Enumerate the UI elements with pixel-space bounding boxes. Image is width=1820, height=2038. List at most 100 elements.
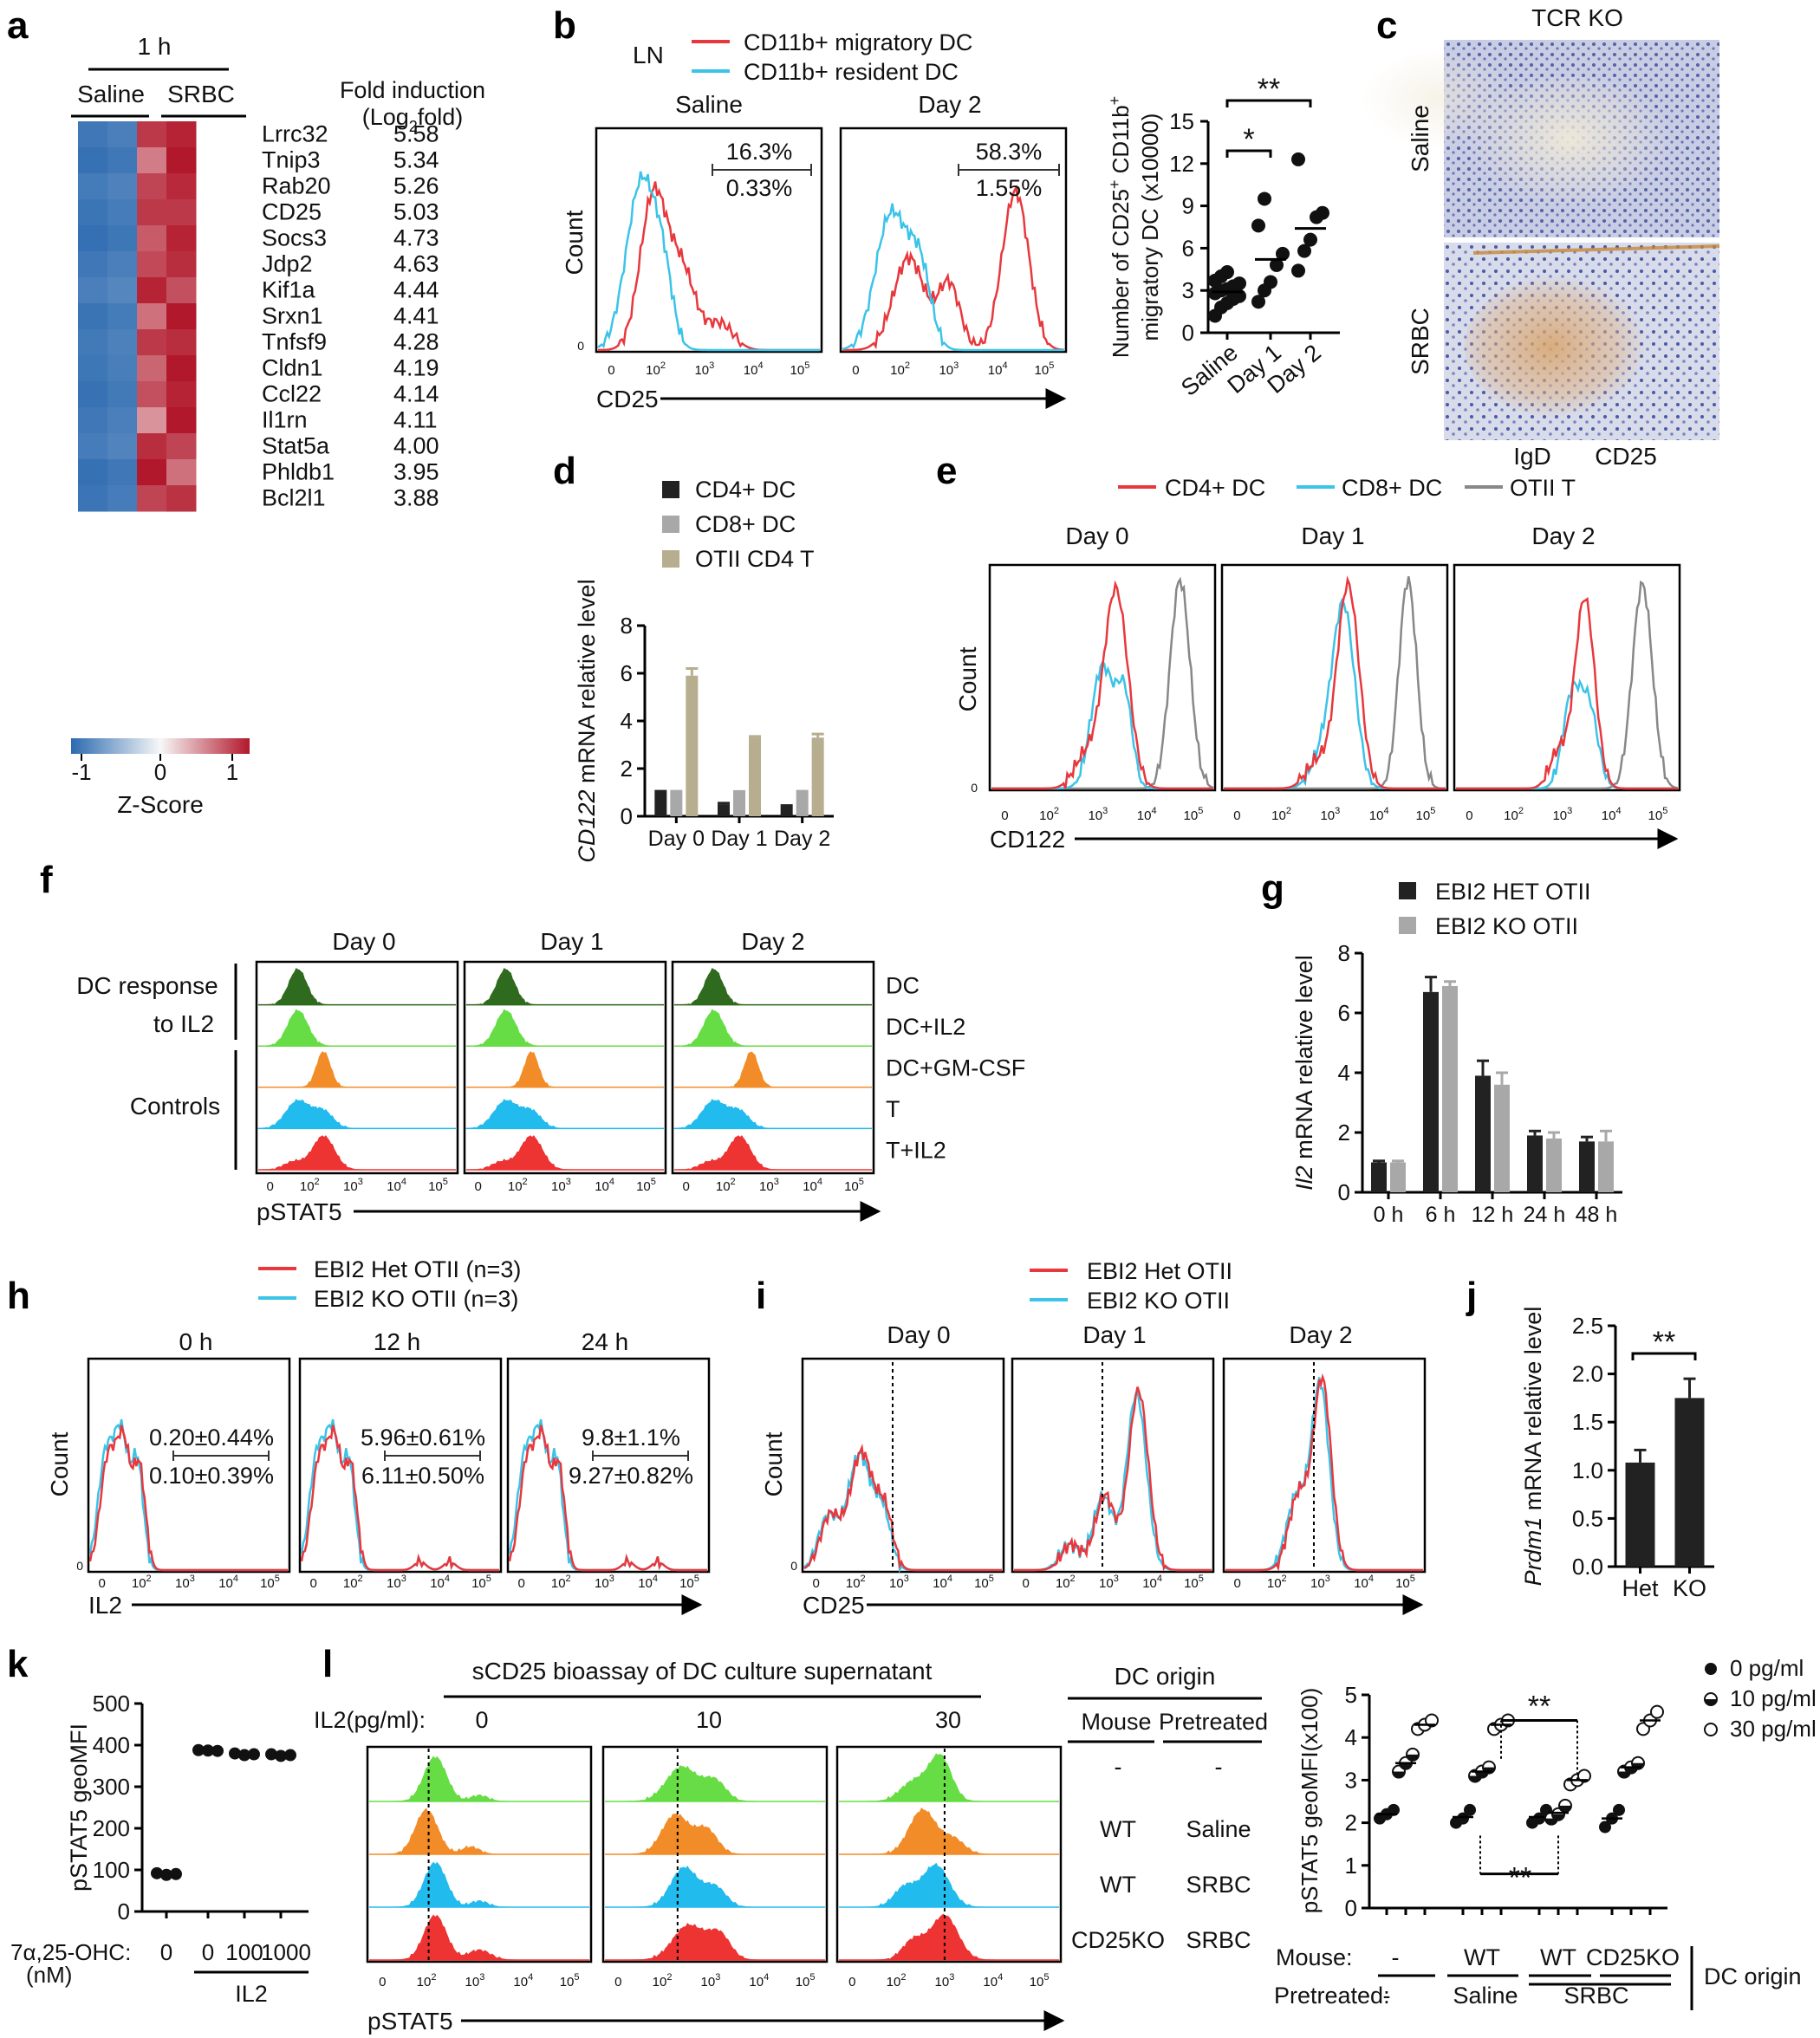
panel-g-legend-1: EBI2 KO OTII bbox=[1435, 913, 1578, 939]
heatmap-cell bbox=[137, 303, 167, 330]
heatmap-cell bbox=[137, 407, 167, 434]
heatmap-gene-label: Stat5a bbox=[262, 433, 330, 459]
l-point-0pg bbox=[1533, 1812, 1545, 1825]
heatmap-cell bbox=[137, 173, 167, 200]
heatmap-cell bbox=[107, 485, 138, 512]
k-y-tick-label: 500 bbox=[93, 1691, 130, 1717]
log-tick-label: 104 bbox=[638, 1574, 658, 1591]
bar-category-label: 24 h bbox=[1524, 1203, 1566, 1227]
panel-l-il2-label: IL2(pg/ml): bbox=[314, 1707, 426, 1733]
scatter-point bbox=[1291, 152, 1305, 166]
heatmap-cell bbox=[78, 199, 108, 226]
bar bbox=[811, 737, 824, 816]
l-pretreated-group: SRBC bbox=[1563, 1983, 1628, 2009]
l-ylabel: pSTAT5 geoMFI(x100) bbox=[1297, 1688, 1323, 1914]
panel-f-group1-line1: DC response bbox=[76, 972, 218, 999]
log-tick-label: 103 bbox=[701, 1972, 721, 1989]
scatter-point bbox=[1316, 205, 1329, 220]
heatmap-gene-label: Tnfsf9 bbox=[262, 329, 327, 355]
l-point-10pg-fill bbox=[1625, 1767, 1637, 1774]
log-tick-label: 0 bbox=[1001, 808, 1008, 823]
panel-h-title-1: 12 h bbox=[374, 1328, 421, 1355]
heatmap-cell bbox=[78, 355, 108, 382]
heatmap-cell bbox=[166, 225, 197, 252]
panel-f-title-1: Day 1 bbox=[540, 928, 603, 955]
l-point-10pg-fill bbox=[1393, 1771, 1405, 1778]
panel-h-pct-ko: 9.27±0.82% bbox=[569, 1463, 693, 1489]
hist-het bbox=[1014, 1386, 1212, 1572]
panel-h-pct-het: 9.8±1.1% bbox=[582, 1425, 680, 1451]
heatmap-gene-labels: Lrrc32 5.58 Tnip3 5.34 Rab20 5.26 CD25 5.03 Socs… bbox=[262, 121, 439, 511]
panel-d-legend-1: CD8+ DC bbox=[695, 511, 796, 537]
scatter-y-tick-label: 12 bbox=[1169, 151, 1194, 177]
k-point bbox=[211, 1744, 224, 1757]
bar bbox=[1598, 1141, 1614, 1192]
l-point-10pg-fill bbox=[1618, 1771, 1630, 1778]
l-point-0pg bbox=[1705, 1663, 1717, 1675]
panel-f-title-2: Day 2 bbox=[741, 928, 804, 955]
stack-histogram bbox=[674, 1135, 872, 1171]
hist-cd4-dc bbox=[991, 580, 1213, 790]
panel-letter-a: a bbox=[7, 4, 29, 47]
sig-star-2: ** bbox=[1258, 73, 1280, 106]
scatter-y-tick-label: 3 bbox=[1182, 277, 1194, 303]
panel-l-origin-pretreated: SRBC bbox=[1186, 1872, 1251, 1898]
stack-histogram bbox=[605, 1813, 825, 1855]
scatter-point bbox=[1270, 257, 1284, 272]
scatter-ylabel-2: migratory DC (x10000) bbox=[1137, 114, 1163, 341]
panel-l-il2-10: 10 bbox=[696, 1707, 722, 1733]
stack-histogram bbox=[674, 1009, 872, 1047]
log-tick-label: 0 bbox=[1023, 1576, 1030, 1591]
panel-letter-i: i bbox=[756, 1275, 766, 1317]
bar bbox=[1442, 985, 1458, 1192]
heatmap-cell bbox=[166, 355, 197, 382]
panel-l-origin-mouse: WT bbox=[1100, 1816, 1136, 1842]
panel-f-row-label: T bbox=[886, 1096, 900, 1122]
hist-cd8-dc bbox=[1224, 597, 1446, 790]
l-y-tick-label: 3 bbox=[1345, 1767, 1357, 1793]
bar bbox=[1527, 1135, 1543, 1192]
heatmap-cell bbox=[107, 277, 138, 304]
panel-a-time: 1 h bbox=[138, 33, 172, 60]
hist-y-zero: 0 bbox=[971, 781, 978, 795]
heatmap-cell bbox=[78, 433, 108, 460]
log-tick-label: 0 bbox=[475, 1179, 482, 1194]
k-cat-0: 0 bbox=[160, 1939, 172, 1965]
panel-l-col-mouse: Mouse bbox=[1081, 1709, 1151, 1735]
log-tick-label: 0 bbox=[852, 363, 859, 378]
log-tick-label: 103 bbox=[595, 1574, 614, 1591]
hist-het bbox=[508, 1425, 707, 1572]
panel-b-log-ticks-saline: 0 102 103 104 105 0 bbox=[577, 339, 809, 378]
hist-het bbox=[300, 1425, 499, 1572]
heatmap-cell bbox=[78, 459, 108, 486]
log-tick-label: 104 bbox=[430, 1574, 450, 1591]
panel-g-legend-swatch-0 bbox=[1399, 882, 1416, 899]
k-ylabel: pSTAT5 geoMFI bbox=[66, 1723, 92, 1892]
log-tick-label: 103 bbox=[759, 1177, 779, 1194]
hist-het bbox=[88, 1425, 288, 1572]
log-tick-label: 105 bbox=[1030, 1972, 1050, 1989]
panel-l-dc-origin-title: DC origin bbox=[1115, 1663, 1216, 1690]
heatmap-fold-value: 5.34 bbox=[393, 147, 439, 173]
panel-d-legend-swatch-2 bbox=[662, 550, 679, 568]
heatmap-cell bbox=[166, 381, 197, 408]
panel-e: CD4+ DC CD8+ DC OTII T Day 0 Day 1 Day 2… bbox=[954, 475, 1681, 853]
l-dc-origin-side: DC origin bbox=[1704, 1963, 1802, 1989]
log-tick-label: 105 bbox=[679, 1574, 699, 1591]
scatter-y-tick-label: 0 bbox=[1182, 320, 1194, 346]
panel-l: sCD25 bioassay of DC culture supernatant… bbox=[314, 1655, 1817, 2035]
panel-i: EBI2 Het OTII EBI2 KO OTII Day 0 Day 1 D… bbox=[760, 1258, 1427, 1619]
log-tick-label: 105 bbox=[796, 1972, 816, 1989]
bar bbox=[1475, 1075, 1491, 1192]
bar bbox=[1423, 991, 1439, 1192]
log-tick-label: 103 bbox=[1099, 1574, 1119, 1591]
log-tick-label: 104 bbox=[1137, 806, 1157, 823]
heatmap-cell bbox=[78, 251, 108, 278]
log-tick-label: 105 bbox=[1184, 1574, 1204, 1591]
stack-histogram bbox=[369, 1861, 589, 1908]
heatmap-fold-value: 4.11 bbox=[393, 407, 438, 433]
l-point-10pg-fill bbox=[1705, 1699, 1717, 1705]
panel-c-title: TCR KO bbox=[1531, 4, 1623, 31]
l-y-tick-label: 4 bbox=[1345, 1724, 1357, 1750]
heatmap-gene-label: Ccl22 bbox=[262, 381, 322, 407]
